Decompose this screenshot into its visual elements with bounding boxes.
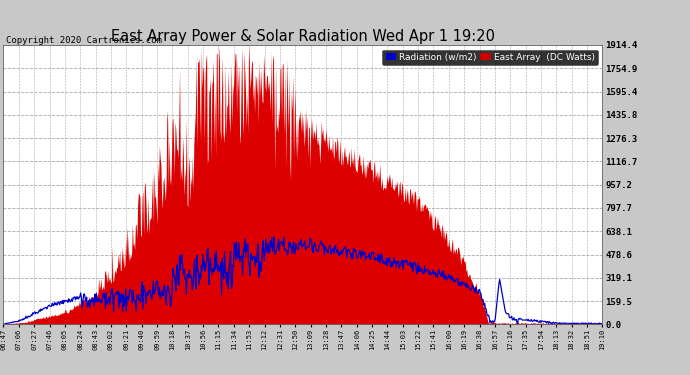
Legend: Radiation (w/m2), East Array  (DC Watts): Radiation (w/m2), East Array (DC Watts)	[382, 50, 598, 65]
Text: Copyright 2020 Cartronics.com: Copyright 2020 Cartronics.com	[6, 36, 161, 45]
Title: East Array Power & Solar Radiation Wed Apr 1 19:20: East Array Power & Solar Radiation Wed A…	[111, 29, 495, 44]
